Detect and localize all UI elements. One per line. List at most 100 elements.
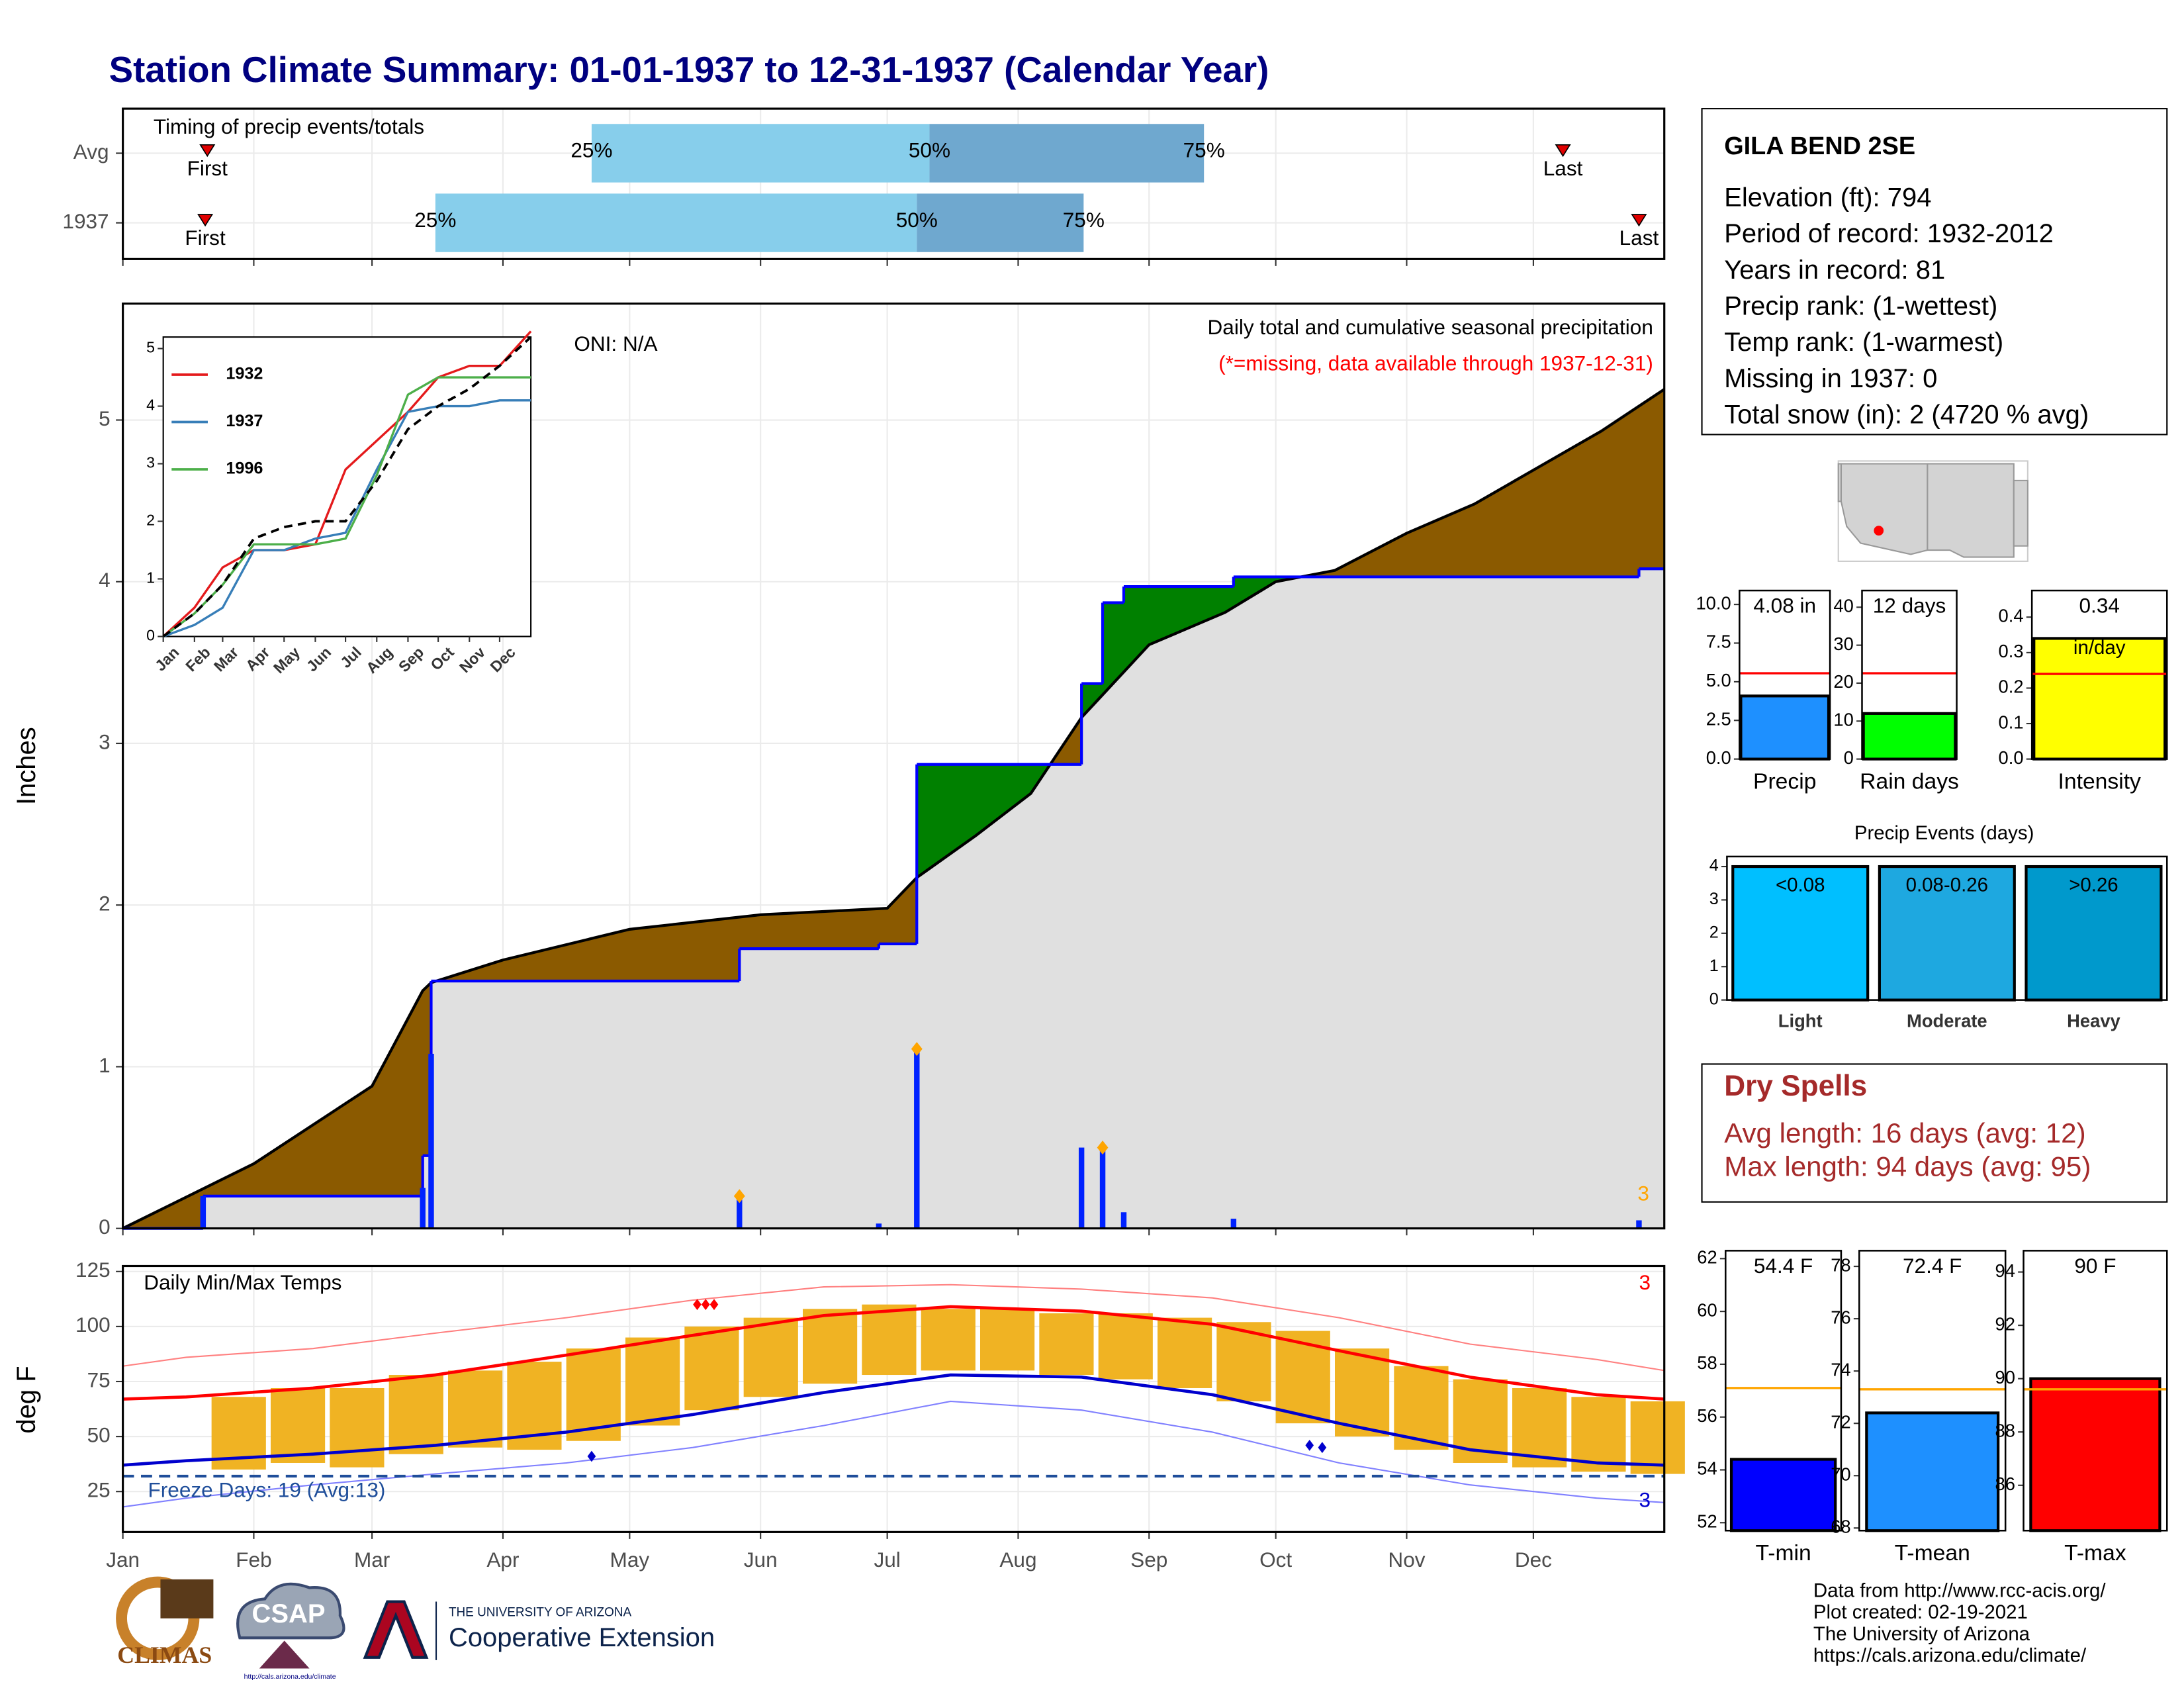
y-tick-label: 100 xyxy=(75,1313,111,1336)
value-label: 54.4 F xyxy=(1754,1254,1813,1278)
y-tick-label: 68 xyxy=(1831,1517,1850,1537)
average-line xyxy=(162,336,532,638)
x-tick-label: Jun xyxy=(744,1548,778,1571)
record-marker xyxy=(1097,1141,1109,1155)
state-neighbors xyxy=(1837,463,2028,547)
record-marker xyxy=(587,1450,596,1462)
y-axis-label: Inches xyxy=(12,727,41,805)
timing-marker xyxy=(197,214,214,227)
y-tick-label: 76 xyxy=(1831,1307,1850,1327)
y-tick-label: 0.0 xyxy=(1999,747,2024,768)
panel-border xyxy=(1725,1250,1843,1532)
panel-border xyxy=(2030,589,2168,760)
temp-range-bar xyxy=(1571,1397,1626,1472)
bar xyxy=(1731,865,1870,1002)
temp-range-bar xyxy=(1098,1313,1153,1380)
climas-icon xyxy=(160,1579,214,1618)
temp-range-bar xyxy=(921,1309,976,1371)
record-count: 3 xyxy=(1639,1487,1651,1511)
station-lines: Elevation (ft): 794 Period of record: 193… xyxy=(1724,183,2089,429)
y-tick-label: 10 xyxy=(1833,710,1853,730)
station-line: Period of record: 1932-2012 xyxy=(1724,219,2054,248)
csap-cloud xyxy=(236,1582,345,1640)
panel-border xyxy=(1858,1250,2007,1532)
temp-range-bar xyxy=(330,1387,385,1468)
range-label: >0.26 xyxy=(2069,874,2118,896)
record-count: 3 xyxy=(1637,1182,1649,1205)
row-label: 1937 xyxy=(62,209,109,233)
station-line: Elevation (ft): 794 xyxy=(1724,183,1931,212)
category-label: T-min xyxy=(1756,1541,1811,1566)
record-marker xyxy=(701,1299,710,1311)
station-line: Missing in 1937: 0 xyxy=(1724,364,1937,393)
category-label: Heavy xyxy=(2067,1011,2120,1031)
y-tick-label: 5 xyxy=(99,406,111,430)
x-tick-label: Dec xyxy=(1515,1548,1552,1571)
timing-label: Last xyxy=(1619,226,1659,250)
inset-panel xyxy=(162,336,532,637)
temp-range-bar xyxy=(684,1326,739,1411)
y-tick-label: 10.0 xyxy=(1696,592,1731,613)
y-tick-label: 1 xyxy=(1709,957,1719,975)
timing-label: First xyxy=(187,156,228,180)
dry-spells-box xyxy=(1701,1063,2168,1203)
daily-bar xyxy=(200,1196,206,1229)
y-tick-label: 50 xyxy=(87,1423,111,1446)
panel-title: Timing of precip events/totals xyxy=(154,115,424,138)
credit-line: Data from http://www.rcc-acis.org/ xyxy=(1813,1580,2106,1602)
panel-border xyxy=(1739,589,1831,760)
credits: Data from http://www.rcc-acis.org/Plot c… xyxy=(1813,1580,2106,1667)
series-line xyxy=(162,330,532,637)
bar xyxy=(1729,1458,1837,1532)
university-name: THE UNIVERSITY OF ARIZONA xyxy=(449,1605,632,1619)
csap-mountain xyxy=(259,1640,310,1669)
temp-range-bar xyxy=(802,1309,858,1384)
x-tick-label: Jul xyxy=(874,1548,900,1571)
y-tick-label: 7.5 xyxy=(1706,632,1731,652)
record-count: 3 xyxy=(1639,1270,1651,1294)
panel-border xyxy=(122,1264,1666,1533)
quartile-bar xyxy=(435,193,917,252)
temp-range-bar xyxy=(388,1375,443,1454)
record-marker xyxy=(693,1299,702,1311)
x-tick-label: Aug xyxy=(999,1548,1036,1571)
y-tick-label: 3 xyxy=(1709,890,1719,908)
category-label: Light xyxy=(1778,1011,1823,1031)
x-tick-label: Sep xyxy=(1130,1548,1167,1571)
quartile-bar xyxy=(591,124,930,183)
y-tick-label: 2.5 xyxy=(1706,708,1731,729)
legend-label: 1937 xyxy=(226,412,263,430)
y-tick-label: 40 xyxy=(1833,596,1853,616)
avg-min-line xyxy=(122,1373,1664,1467)
value-label: 72.4 F xyxy=(1903,1254,1962,1278)
page-title: Station Climate Summary: 01-01-1937 to 1… xyxy=(109,49,1269,90)
value-unit: in/day xyxy=(2073,637,2126,659)
value-label: 12 days xyxy=(1873,594,1946,618)
credit-line: The University of Arizona xyxy=(1813,1623,2030,1645)
x-tick-label: Feb xyxy=(236,1548,271,1571)
temp-range-bar xyxy=(1335,1348,1390,1437)
category-label: Intensity xyxy=(2058,769,2142,794)
dry-spells-line: Avg length: 16 days (avg: 12) xyxy=(1724,1117,2085,1149)
value-label: 0.34 xyxy=(2079,594,2120,618)
station-dot xyxy=(1874,526,1884,536)
y-tick-label: 1 xyxy=(99,1053,111,1077)
station-line: Total snow (in): 2 (4720 % avg) xyxy=(1724,400,2089,430)
y-tick-label: 0 xyxy=(146,627,155,644)
quartile-label: 50% xyxy=(896,208,938,232)
panel-border xyxy=(122,303,1666,1230)
record-max-line xyxy=(122,1284,1664,1372)
y-tick-label: 60 xyxy=(1697,1299,1717,1320)
y-tick-label: 86 xyxy=(1995,1474,2015,1494)
temp-range-bar xyxy=(862,1304,917,1376)
y-tick-label: 70 xyxy=(1831,1464,1850,1484)
panel-subtitle: (*=missing, data available through 1937-… xyxy=(1218,352,1653,375)
panel-border xyxy=(2023,1250,2168,1532)
state-nm xyxy=(1927,463,2015,558)
series-line xyxy=(162,376,531,637)
temp-range-bar xyxy=(1039,1313,1094,1376)
credit-line: https://cals.arizona.edu/climate/ xyxy=(1813,1644,2087,1666)
temp-range-bar xyxy=(1158,1317,1212,1388)
x-tick-label: Jan xyxy=(106,1548,140,1571)
y-tick-label: 90 xyxy=(1995,1367,2015,1387)
